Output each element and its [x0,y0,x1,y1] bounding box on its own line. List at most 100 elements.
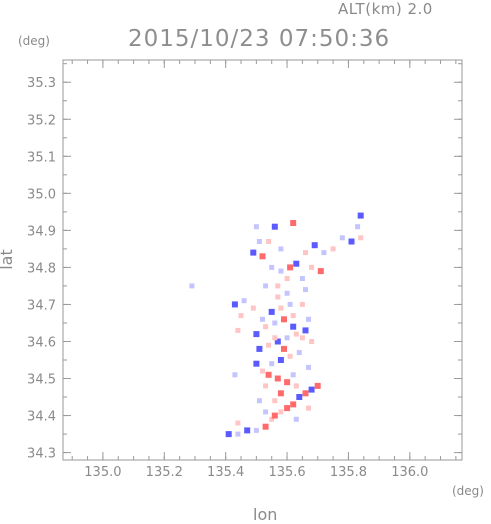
data-point [278,246,284,252]
data-point [266,239,272,244]
data-point [278,305,284,311]
data-point [250,249,257,256]
x-tick-label: 135.4 [207,465,244,480]
data-point [272,335,278,341]
data-point [293,383,299,389]
data-point [284,290,290,296]
plot-frame [62,59,463,461]
data-point [225,431,232,438]
data-point [299,335,305,341]
data-point [278,268,284,274]
altitude-label: ALT(km) 2.0 [338,0,433,18]
y-tick-label: 34.6 [27,335,56,350]
data-point [281,316,287,323]
timestamp-title: 2015/10/23 07:50:36 [128,26,391,52]
y-tick-label: 34.5 [27,373,56,388]
data-point [317,268,324,275]
y-tick-label: 34.7 [27,298,56,313]
data-point [348,238,355,245]
data-point [265,371,272,378]
data-point [287,353,293,359]
y-tick-label: 35.2 [27,113,56,128]
data-point [287,264,294,271]
data-point [284,405,291,412]
y-tick-label: 34.3 [27,447,56,462]
data-point [357,212,364,219]
data-point [235,420,241,426]
data-point [355,224,361,230]
y-unit-label: (deg) [18,34,50,48]
data-point [235,327,241,333]
data-point [235,431,241,437]
data-point [302,390,309,397]
x-tick-label: 135.8 [330,465,367,480]
data-point [263,283,269,289]
y-tick-label: 35.0 [27,187,56,202]
data-point [339,235,345,241]
data-point [296,394,303,400]
data-point [271,412,278,419]
data-point [260,316,265,322]
data-point [299,301,305,307]
data-point [272,320,278,326]
data-point [256,398,262,404]
data-point [309,339,315,344]
y-tick-label: 34.8 [27,261,56,276]
data-point [306,364,311,370]
data-point [290,313,296,319]
data-point [293,331,299,337]
data-point [306,405,311,411]
data-point [278,409,284,415]
data-point [303,250,308,256]
y-tick-label: 35.3 [27,76,56,91]
data-point [231,301,238,308]
data-point [263,383,269,389]
data-point [275,294,281,300]
data-point [293,260,300,267]
data-point [284,335,290,341]
data-point [263,324,269,330]
x-tick-label: 135.6 [268,465,305,480]
data-point [256,239,262,244]
data-point [274,338,281,345]
data-point [290,401,297,408]
data-point [303,287,308,293]
x-tick-label: 136.0 [391,465,428,480]
data-point [302,327,309,334]
data-point [244,427,251,434]
data-point [253,427,259,433]
y-tick-label: 34.9 [27,224,56,239]
data-point [284,276,290,281]
x-tick-label: 135.0 [84,465,121,480]
data-point [266,342,272,348]
data-point [271,223,278,230]
y-tick-label: 35.1 [27,150,56,165]
data-point [293,416,299,422]
data-point [314,382,321,389]
data-point [290,372,296,378]
axis-ticks: 135.0 135.2 135.4 135.6 135.8 136.0 34.3 34.4 34… [27,60,462,480]
data-point [290,323,297,330]
data-point [308,386,315,393]
data-point [277,357,284,363]
data-point [311,242,318,249]
data-point [238,313,244,319]
data-point [281,345,287,352]
data-point [241,298,247,304]
data-point [358,235,364,241]
data-point [253,331,260,338]
data-points [189,212,364,438]
data-point [232,372,238,378]
data-point [256,345,263,352]
data-point [269,361,275,367]
data-point [189,283,195,289]
data-point [306,316,311,322]
data-point [253,360,260,367]
data-point [296,350,302,356]
data-point [274,375,281,382]
data-point [250,305,256,311]
data-point [259,253,266,260]
data-point [275,283,281,289]
data-point [263,409,269,415]
